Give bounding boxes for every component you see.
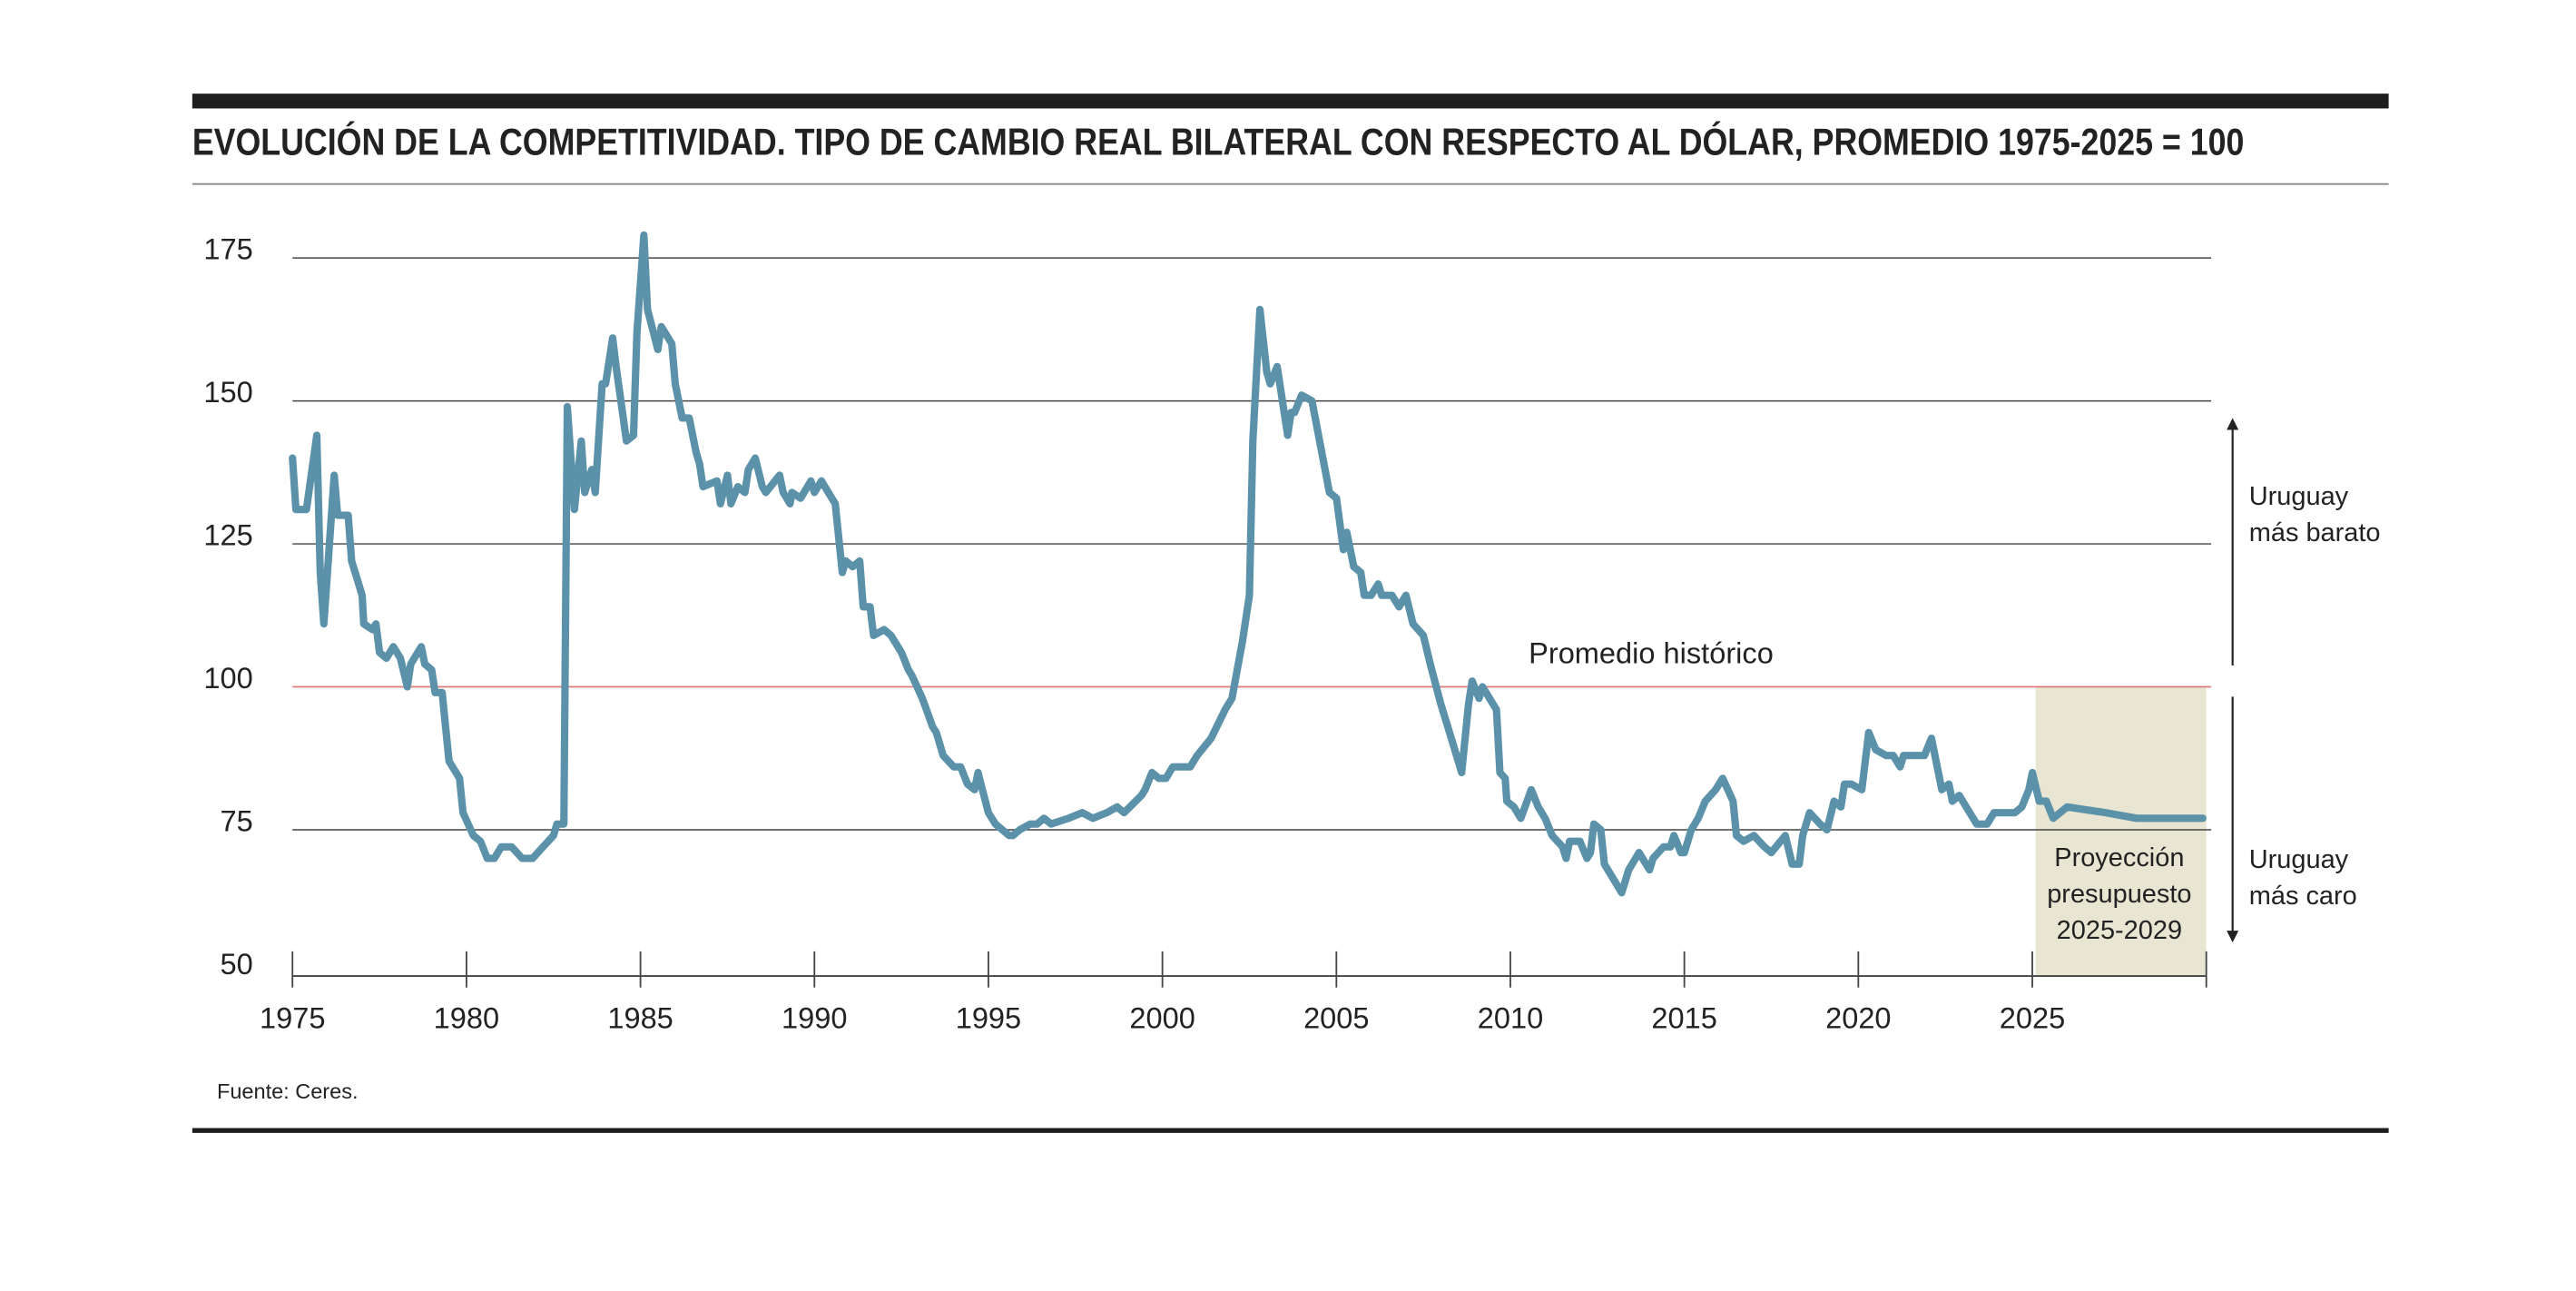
projection-label: presupuesto <box>2047 880 2191 909</box>
y-tick-label: 175 <box>203 233 252 266</box>
x-tick-label: 1980 <box>434 1002 499 1035</box>
x-tick-label: 1975 <box>260 1002 325 1035</box>
x-tick-label: 2025 <box>2000 1002 2065 1035</box>
series-line <box>289 231 2207 897</box>
top-bar <box>192 94 2389 109</box>
x-tick-label: 1985 <box>607 1002 673 1035</box>
x-tick-label: 1995 <box>956 1002 1021 1035</box>
y-tick-label: 100 <box>203 662 252 695</box>
x-tick-label: 2010 <box>1478 1002 1543 1035</box>
projection-label: 2025-2029 <box>2057 916 2182 945</box>
x-tick-label: 2015 <box>1651 1002 1716 1035</box>
side-label-below: Uruguay <box>2249 845 2349 874</box>
projection-area <box>2035 686 2207 977</box>
chart-title: EVOLUCIÓN DE LA COMPETITIVIDAD. TIPO DE … <box>192 119 2245 163</box>
side-label-below: más caro <box>2249 882 2357 911</box>
source: Fuente: Ceres. <box>217 1079 359 1103</box>
x-tick-label: 1990 <box>782 1002 847 1035</box>
projection-label: Proyección <box>2054 843 2184 872</box>
y-tick-label: 50 <box>221 948 253 981</box>
y-tick-label: 125 <box>203 518 252 551</box>
y-tick-label: 150 <box>203 376 252 409</box>
reference-label: Promedio histórico <box>1529 637 1774 670</box>
x-tick-label: 2000 <box>1129 1002 1195 1035</box>
side-label-above: más barato <box>2249 518 2381 547</box>
y-tick-label: 75 <box>221 804 253 837</box>
side-label-above: Uruguay <box>2249 482 2349 511</box>
x-tick-label: 2005 <box>1303 1002 1369 1035</box>
x-tick-label: 2020 <box>1825 1002 1891 1035</box>
